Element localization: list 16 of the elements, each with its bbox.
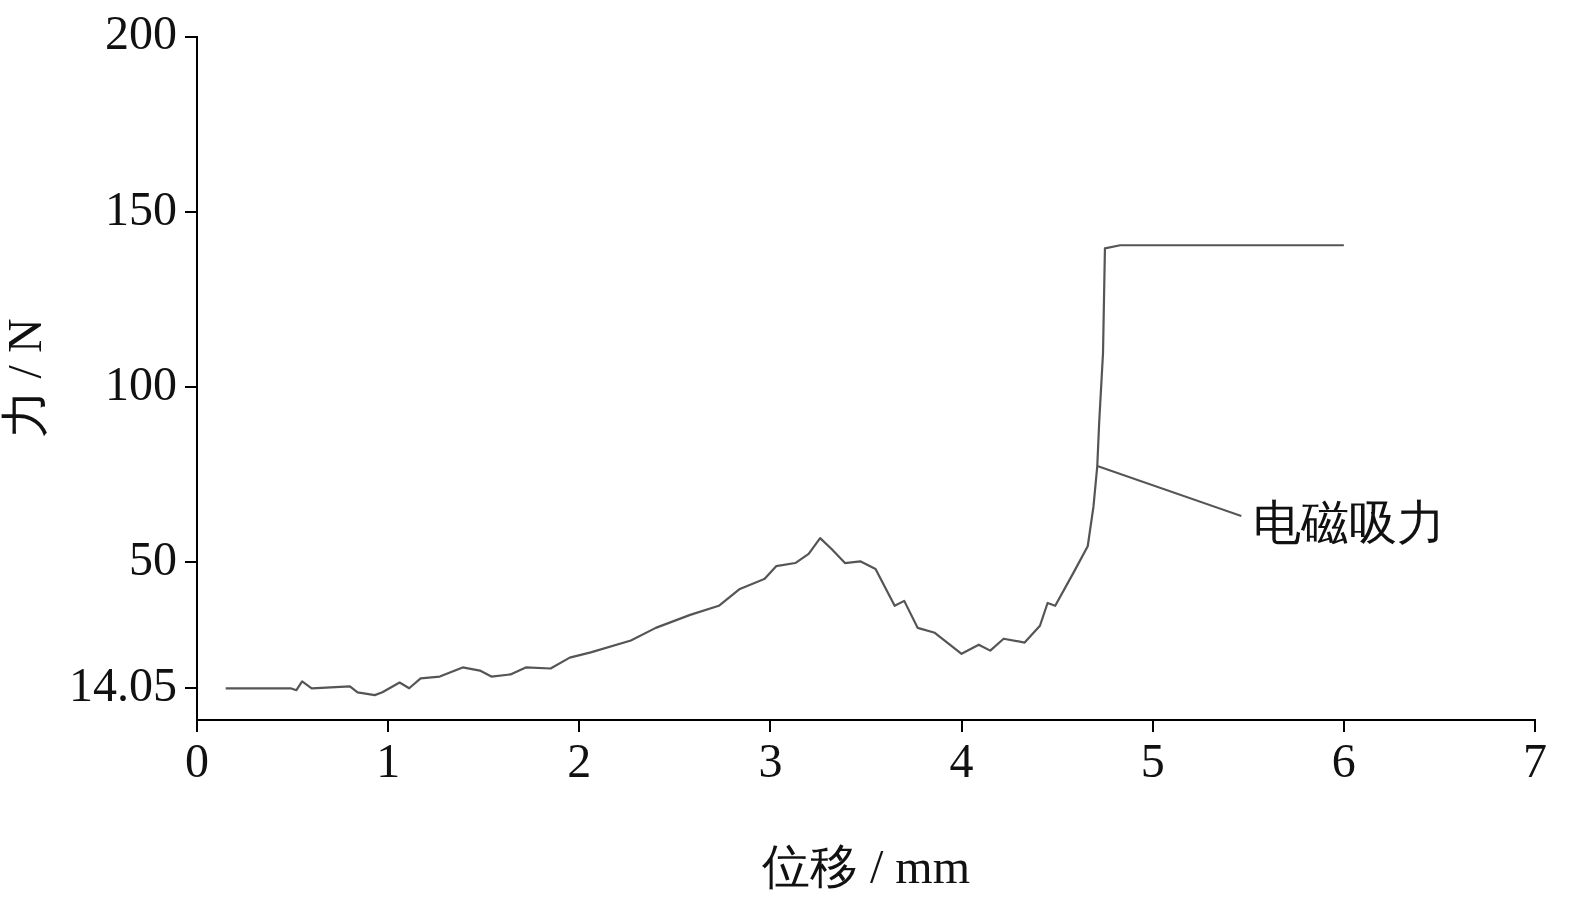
x-tick-label: 4 — [949, 734, 974, 788]
x-tick-label: 6 — [1331, 734, 1356, 788]
x-tick-label: 1 — [376, 734, 401, 788]
y-axis-title: 力 / N — [0, 318, 52, 439]
y-tick-label: 100 — [105, 356, 177, 410]
x-tick-label: 7 — [1523, 734, 1547, 788]
x-tick-label: 5 — [1140, 734, 1165, 788]
x-axis-title: 位移 / mm — [761, 839, 971, 893]
y-tick-label: 200 — [105, 6, 177, 60]
y-tick-label: 14.05 — [69, 657, 177, 711]
annotation: 电磁吸力 — [1253, 495, 1446, 549]
x-tick-label: 2 — [567, 734, 592, 788]
y-tick-label: 50 — [129, 531, 177, 585]
x-tick-label: 3 — [758, 734, 783, 788]
x-tick-label: 0 — [185, 734, 209, 788]
y-tick-label: 150 — [105, 181, 177, 235]
